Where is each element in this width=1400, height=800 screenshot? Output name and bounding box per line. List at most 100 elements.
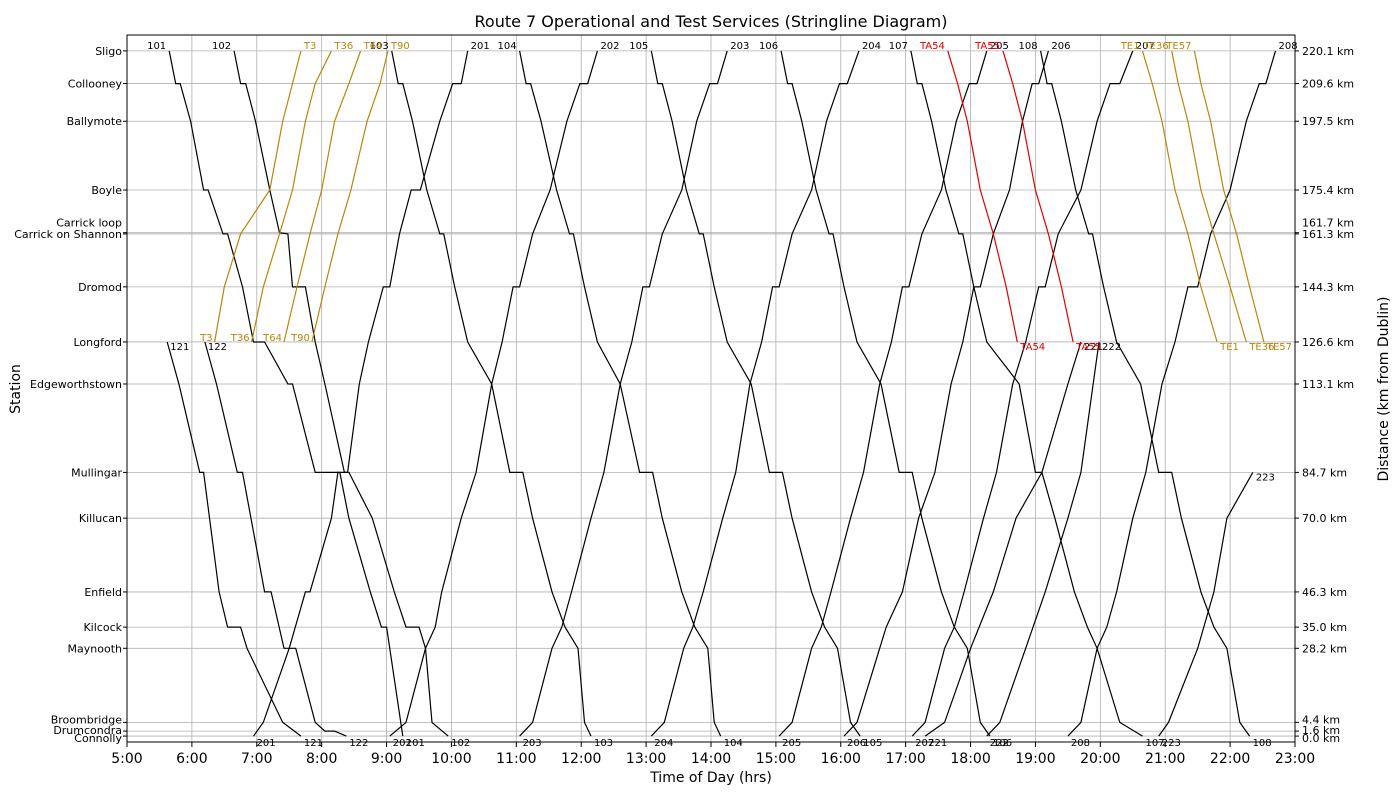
- service-label-106: 106: [759, 41, 778, 52]
- service-label-204: 204: [654, 738, 673, 749]
- service-label-107: 107: [1146, 738, 1165, 749]
- service-label-207: 207: [915, 738, 934, 749]
- chart-title: Route 7 Operational and Test Services (S…: [475, 12, 948, 31]
- distance-label: 46.3 km: [1302, 586, 1347, 599]
- service-line-TE1: [1141, 50, 1218, 343]
- station-label: Maynooth: [68, 642, 122, 655]
- distance-label: 70.0 km: [1302, 512, 1347, 525]
- service-label-206: 206: [847, 738, 866, 749]
- service-label-107: 107: [889, 41, 908, 52]
- distance-label: 28.2 km: [1302, 642, 1347, 655]
- distance-label: 161.7 km: [1302, 217, 1354, 230]
- service-line-TA55: [1002, 50, 1074, 343]
- service-label-TA55: TA55: [1075, 342, 1101, 353]
- service-label-223: 223: [1256, 472, 1275, 483]
- service-line-221: [924, 341, 1082, 737]
- service-line-207: [911, 50, 1134, 737]
- service-line-T90: [311, 50, 389, 343]
- service-label-102: 102: [451, 738, 470, 749]
- x-tick-label: 9:00: [371, 751, 402, 767]
- service-label-T64: T64: [262, 333, 282, 344]
- service-label-103: 103: [594, 738, 613, 749]
- service-label-108: 108: [1253, 738, 1272, 749]
- distance-label: 35.0 km: [1302, 621, 1347, 634]
- service-label-221: 221: [928, 738, 947, 749]
- service-label-TE57: TE57: [1165, 41, 1191, 52]
- service-line-202: [389, 50, 598, 737]
- service-line-TA54: [947, 50, 1018, 343]
- grid-layer: [126, 35, 1296, 742]
- x-tick-label: 19:00: [1015, 751, 1055, 767]
- service-line-203: [519, 50, 728, 737]
- service-label-122: 122: [349, 738, 368, 749]
- service-label-106: 106: [993, 738, 1012, 749]
- service-label-105: 105: [629, 41, 648, 52]
- service-label-layer: 101 101 102 102 103 103 104 104 105 105 106 106 107 1…: [147, 41, 1298, 749]
- station-label: Dromod: [78, 281, 122, 294]
- service-line-102: [233, 50, 449, 737]
- service-label-108: 108: [1019, 41, 1038, 52]
- x-tick-label: 16:00: [821, 751, 861, 767]
- service-label-203: 203: [523, 738, 542, 749]
- service-line-222: [986, 341, 1100, 737]
- service-label-101: 101: [147, 41, 166, 52]
- service-label-TE1: TE1: [1219, 342, 1239, 353]
- x-tick-label: 5:00: [111, 751, 142, 767]
- x-tick-label: 22:00: [1210, 751, 1250, 767]
- station-label: Sligo: [95, 45, 122, 58]
- station-label: Collooney: [68, 78, 123, 91]
- service-line-122: [204, 341, 347, 737]
- x-tick-label: 12:00: [561, 751, 601, 767]
- axis-layer: 5:00 6:00 7:00 8:00 9:00 10:00 11:00 12:00 13:00…: [14, 45, 1354, 767]
- service-label-202: 202: [393, 738, 412, 749]
- service-label-TE36: TE36: [1143, 41, 1169, 52]
- x-tick-label: 10:00: [431, 751, 471, 767]
- service-label-104: 104: [724, 738, 743, 749]
- distance-label: 197.5 km: [1302, 115, 1354, 128]
- service-line-108: [1040, 50, 1251, 737]
- service-label-208: 208: [1071, 738, 1090, 749]
- service-label-121: 121: [304, 738, 323, 749]
- distance-label: 0.0 km: [1302, 732, 1340, 745]
- service-line-205: [778, 50, 988, 737]
- x-tick-label: 23:00: [1275, 751, 1315, 767]
- station-label: Mullingar: [71, 466, 122, 479]
- x-tick-label: 18:00: [950, 751, 990, 767]
- station-label: Carrick on Shannon: [14, 228, 122, 241]
- service-line-206: [843, 50, 1049, 737]
- distance-label: 175.4 km: [1302, 184, 1354, 197]
- distance-label: 113.1 km: [1302, 378, 1354, 391]
- station-label: Connolly: [74, 732, 122, 745]
- service-label-221: 221: [1084, 342, 1103, 353]
- x-tick-label: 15:00: [756, 751, 796, 767]
- x-tick-label: 20:00: [1080, 751, 1120, 767]
- series-layer: [166, 50, 1277, 737]
- service-label-102: 102: [212, 41, 231, 52]
- station-label: Edgeworthstown: [30, 378, 122, 391]
- x-axis-label: Time of Day (hrs): [649, 770, 772, 786]
- service-label-TE57: TE57: [1266, 342, 1292, 353]
- service-label-TA54: TA54: [1019, 342, 1045, 353]
- service-line-101: [168, 50, 404, 737]
- x-tick-label: 17:00: [885, 751, 925, 767]
- service-label-T3: T3: [303, 41, 316, 52]
- station-label: Killucan: [79, 512, 122, 525]
- station-label: Longford: [73, 336, 122, 349]
- x-tick-label: 6:00: [176, 751, 207, 767]
- service-label-121: 121: [170, 342, 189, 353]
- service-label-T90: T90: [290, 333, 310, 344]
- service-label-T36: T36: [333, 41, 353, 52]
- service-line-T36: [251, 50, 332, 343]
- distance-label: 84.7 km: [1302, 466, 1347, 479]
- service-line-204: [650, 50, 860, 737]
- service-label-207: 207: [1136, 41, 1155, 52]
- station-label: Enfield: [84, 586, 122, 599]
- station-label: Ballymote: [67, 115, 123, 128]
- distance-label: 161.3 km: [1302, 228, 1354, 241]
- service-line-208: [1067, 50, 1277, 737]
- service-line-107: [910, 50, 1143, 737]
- service-label-T64: T64: [363, 41, 383, 52]
- service-label-204: 204: [862, 41, 881, 52]
- service-label-205: 205: [990, 41, 1009, 52]
